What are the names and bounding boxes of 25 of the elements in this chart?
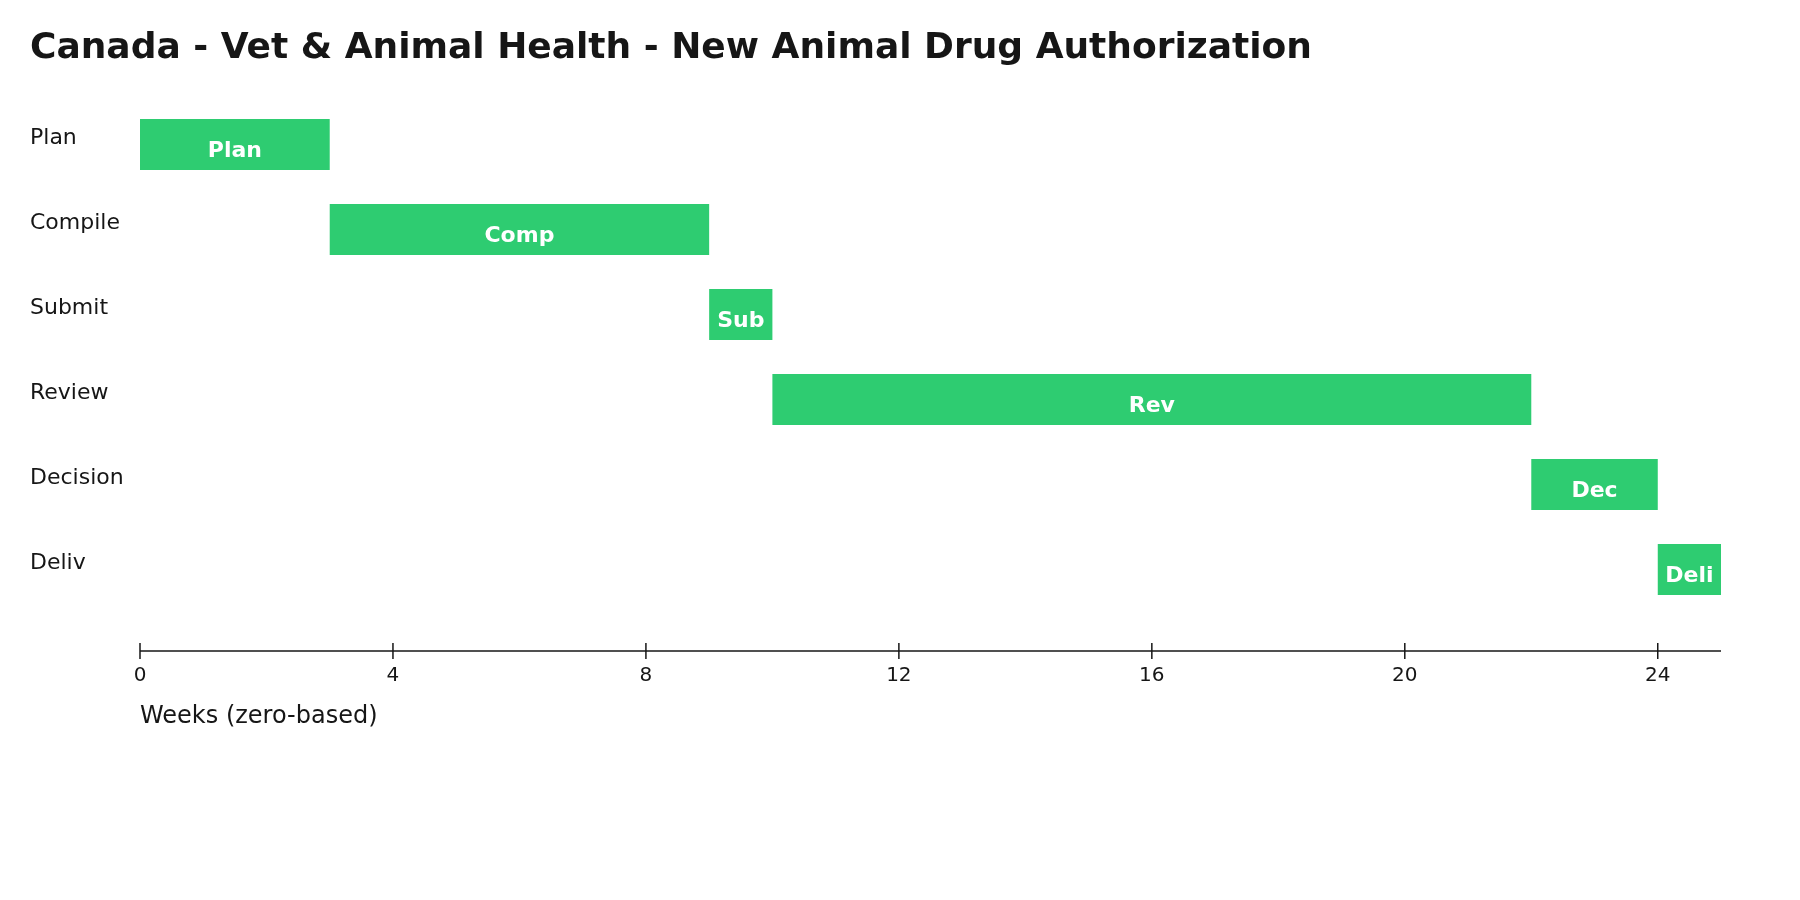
x-tick-label: 0	[133, 662, 147, 686]
data-label: Sub	[717, 307, 765, 332]
y-tick-label: Compile	[30, 209, 120, 234]
y-tick-label: Review	[30, 379, 109, 404]
chart-title: Canada - Vet & Animal Health - New Animal Drug Authorization	[30, 25, 1312, 66]
x-tick-label: 4	[386, 662, 400, 686]
bar	[329, 204, 710, 255]
data-label: Plan	[207, 137, 262, 162]
bar	[772, 374, 1532, 425]
y-tick-label: Deliv	[30, 549, 86, 574]
y-tick-label: Decision	[30, 464, 124, 489]
x-tick-label: 12	[886, 662, 912, 686]
y-tick-label: Submit	[30, 294, 109, 319]
data-label: Comp	[484, 222, 555, 247]
data-label: Rev	[1128, 392, 1176, 417]
x-tick-label: 20	[1392, 662, 1418, 686]
x-tick-label: 8	[639, 662, 653, 686]
bar	[140, 119, 330, 170]
y-tick-label: Plan	[30, 124, 77, 149]
data-label: Deli	[1665, 562, 1714, 587]
data-label: Dec	[1571, 477, 1618, 502]
x-tick-label: 16	[1139, 662, 1165, 686]
bar	[1531, 459, 1658, 510]
x-axis-title: Weeks (zero-based)	[140, 701, 378, 729]
x-tick-label: 24	[1645, 662, 1671, 686]
